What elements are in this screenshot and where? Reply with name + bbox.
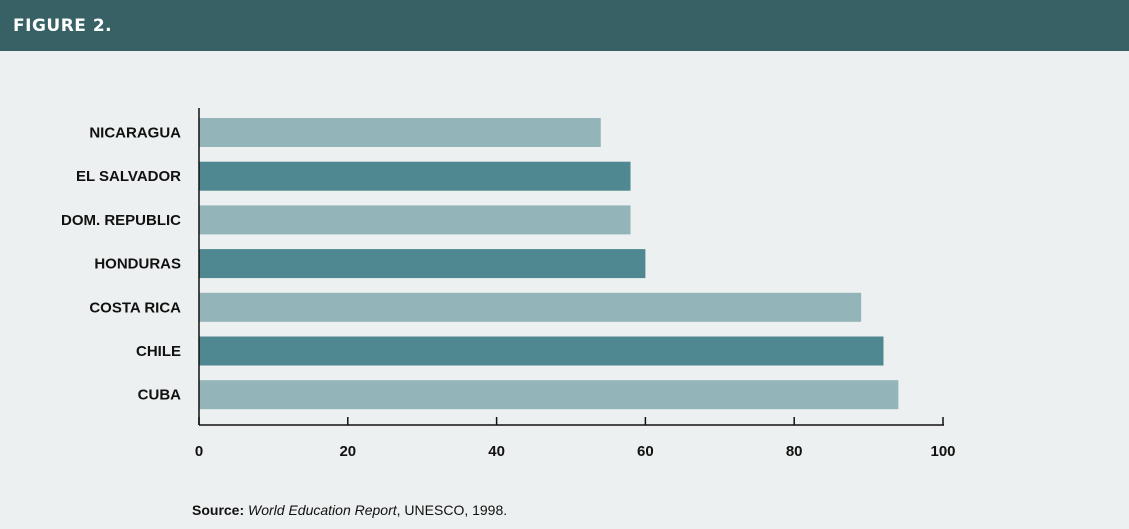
bar-chile xyxy=(199,336,884,366)
category-label-dom-republic: DOM. REPUBLIC xyxy=(61,212,181,229)
bar-nicaragua xyxy=(199,118,601,147)
source-title: World Education Report xyxy=(248,502,397,518)
tick-labels-group: 0 20 40 60 80 100 xyxy=(195,443,956,460)
category-label-nicaragua: NICARAGUA xyxy=(89,125,181,142)
bar-cuba xyxy=(199,380,899,410)
source-note: Source: World Education Report, UNESCO, … xyxy=(192,502,507,518)
x-tick-label-60: 60 xyxy=(637,443,654,460)
category-label-chile: CHILE xyxy=(136,343,181,360)
bar-costa-rica xyxy=(199,292,862,322)
x-tick-label-40: 40 xyxy=(488,443,505,460)
x-tick-label-80: 80 xyxy=(786,443,803,460)
figure-title: FIGURE 2. xyxy=(13,15,113,36)
figure-header: FIGURE 2. xyxy=(0,0,1129,51)
category-label-costa-rica: COSTA RICA xyxy=(89,299,181,316)
source-rest: , UNESCO, 1998. xyxy=(396,502,508,518)
x-tick-label-100: 100 xyxy=(930,443,955,460)
bar-chart: NICARAGUA EL SALVADOR DOM. REPUBLIC HONDURA… xyxy=(61,108,956,460)
bar-el-salvador xyxy=(199,161,631,191)
bars-group xyxy=(199,118,899,410)
category-label-el-salvador: EL SALVADOR xyxy=(76,168,181,185)
category-label-honduras: HONDURAS xyxy=(94,256,181,273)
category-label-cuba: CUBA xyxy=(138,387,181,404)
source-label: Source: xyxy=(192,502,245,518)
bar-dom-republic xyxy=(199,205,631,235)
axes-group xyxy=(198,108,944,426)
x-tick-label-0: 0 xyxy=(195,443,203,460)
x-tick-label-20: 20 xyxy=(339,443,356,460)
bar-honduras xyxy=(199,249,646,279)
category-labels-group: NICARAGUA EL SALVADOR DOM. REPUBLIC HONDURA… xyxy=(61,125,181,404)
